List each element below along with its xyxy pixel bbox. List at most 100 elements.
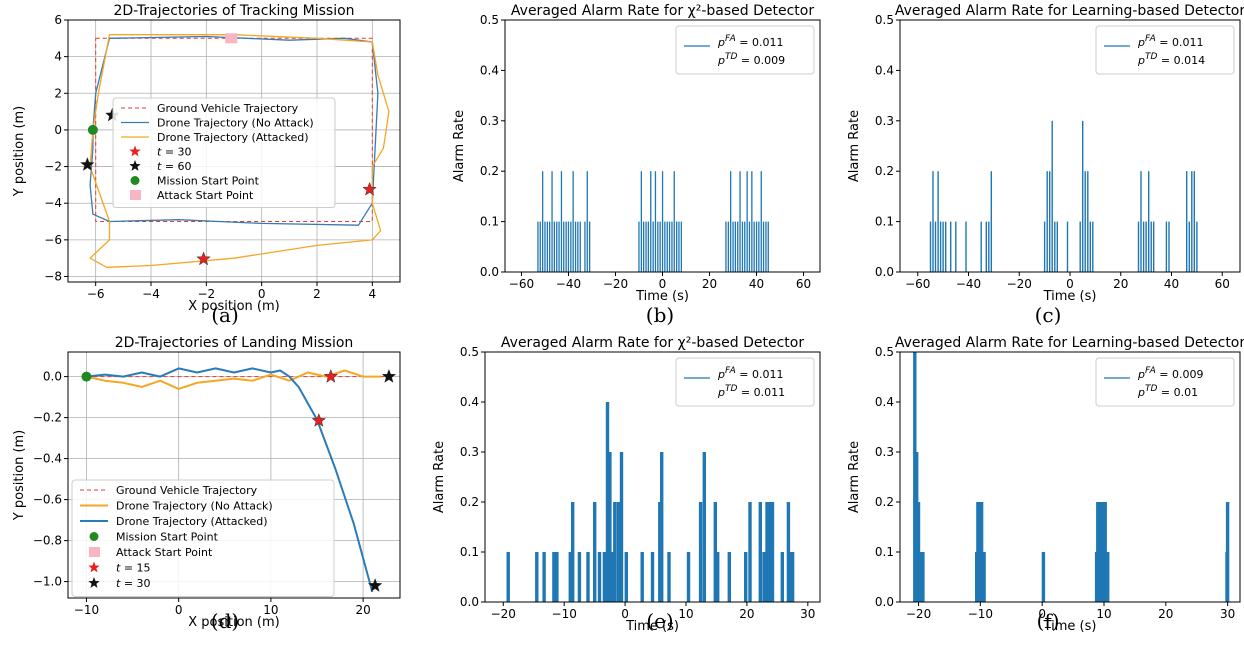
- x-tick-label: 20: [739, 607, 754, 621]
- y-tick-label: 0: [54, 123, 62, 137]
- panel-label: (c): [1035, 303, 1062, 327]
- y-tick-label: 2: [54, 86, 62, 100]
- alarm-bar: [619, 452, 624, 602]
- alarm-bar: [755, 221, 758, 272]
- x-tick-label: 0: [1066, 277, 1074, 291]
- alarm-bar: [762, 552, 766, 602]
- chart-panel-d: −10 0 10 20 0.0 −0.2 −0.4 −0.6 −0.8 −1.0 2D-Trajec…: [12, 335, 401, 633]
- alarm-bar: [1087, 171, 1089, 272]
- alarm-bar: [746, 171, 748, 272]
- y-tick-label: −0.6: [33, 493, 62, 507]
- chart-title: Averaged Alarm Rate for χ²-based Detecto…: [511, 3, 814, 19]
- alarm-bar: [980, 221, 982, 272]
- y-tick-label: −4: [44, 196, 62, 210]
- alarm-bar: [680, 221, 682, 272]
- x-tick-label: 0: [1038, 607, 1046, 621]
- legend-label: t = 30: [116, 577, 151, 590]
- x-tick-label: 10: [1096, 607, 1111, 621]
- series-line-2: [89, 34, 390, 268]
- alarm-bar: [734, 221, 736, 272]
- y-axis-label: Alarm Rate: [847, 110, 862, 182]
- alarm-bar: [563, 221, 565, 272]
- alarm-bar: [647, 221, 649, 272]
- alarm-bar: [1186, 171, 1188, 272]
- alarm-bar: [650, 171, 652, 272]
- alarm-bar: [950, 221, 952, 272]
- alarm-bar: [737, 221, 739, 272]
- alarm-bar: [965, 221, 967, 272]
- alarm-bar: [985, 221, 987, 272]
- alarm-bar: [565, 221, 567, 272]
- legend-entry: pTD = 0.01: [1137, 384, 1198, 399]
- alarm-bar: [506, 552, 510, 602]
- legend-square-swatch: [130, 190, 141, 200]
- y-tick-label: 0.3: [875, 114, 894, 128]
- alarm-bar: [913, 352, 917, 602]
- y-tick-label: 0.5: [875, 345, 894, 359]
- plot-area: [913, 352, 1230, 602]
- alarm-bar: [921, 552, 925, 602]
- alarm-bar: [650, 552, 655, 602]
- alarm-bar: [624, 552, 628, 602]
- y-tick-label: 0.3: [875, 445, 894, 459]
- alarm-bar: [1168, 221, 1170, 272]
- x-tick-label: 4: [369, 287, 377, 301]
- alarm-bar: [537, 221, 539, 272]
- alarm-bar: [602, 552, 607, 602]
- alarm-bar: [661, 171, 664, 272]
- alarm-bar: [988, 221, 990, 272]
- legend-entry: pFA = 0.011: [1137, 34, 1204, 49]
- x-axis-label: Time (s): [1043, 289, 1097, 304]
- legend-star-swatch: [88, 561, 100, 573]
- plot-area: [80, 33, 390, 268]
- y-tick-label: 0.4: [480, 63, 499, 77]
- y-tick-label: 0.5: [875, 13, 894, 27]
- legend-label: Ground Vehicle Trajectory: [116, 484, 258, 497]
- legend: pFA = 0.011 pTD = 0.014: [1095, 25, 1235, 75]
- chart-title: Averaged Alarm Rate for Learning-based D…: [895, 335, 1244, 351]
- alarm-bar: [1084, 171, 1086, 272]
- y-tick-label: 0.2: [480, 164, 499, 178]
- y-tick-label: 4: [54, 50, 62, 64]
- x-tick-label: 0: [175, 603, 183, 617]
- alarm-bar: [1082, 120, 1084, 272]
- alarm-bar: [586, 171, 588, 272]
- y-axis-label: Alarm Rate: [452, 110, 467, 182]
- alarm-bar: [666, 221, 668, 272]
- alarm-bar: [768, 502, 772, 602]
- marker-attack-start: [225, 33, 238, 44]
- legend-label: Attack Start Point: [116, 546, 213, 559]
- alarm-bar: [767, 221, 769, 272]
- marker-star-3: [367, 577, 383, 592]
- alarm-bar: [645, 221, 647, 272]
- alarm-bar: [748, 502, 752, 602]
- alarm-bar: [770, 502, 775, 602]
- alarm-bar: [589, 221, 591, 272]
- legend-entry: pFA = 0.009: [1137, 366, 1204, 381]
- x-tick-label: −60: [509, 277, 534, 291]
- alarm-bar: [744, 552, 748, 602]
- x-tick-label: 0: [258, 287, 266, 301]
- x-tick-label: 20: [702, 277, 717, 291]
- alarm-bar: [673, 171, 675, 272]
- alarm-bar: [686, 552, 691, 602]
- alarm-bar: [544, 221, 546, 272]
- legend-star-swatch: [88, 577, 100, 588]
- series-line-2: [86, 367, 374, 593]
- y-tick-label: 0.4: [875, 63, 894, 77]
- alarm-bar: [702, 452, 706, 602]
- alarm-bar: [652, 221, 654, 272]
- alarm-bar: [608, 452, 612, 602]
- x-tick-label: −20: [491, 607, 516, 621]
- y-axis-label: Y position (m): [12, 106, 27, 198]
- alarm-bar: [1046, 171, 1048, 272]
- x-tick-label: −20: [603, 277, 628, 291]
- alarm-bar: [1041, 552, 1046, 602]
- alarm-bar: [577, 552, 582, 602]
- legend-label: t = 15: [116, 562, 151, 575]
- alarm-bar: [668, 221, 671, 272]
- panel-label: (d): [211, 609, 239, 633]
- x-tick-label: −40: [956, 277, 981, 291]
- alarm-bar: [671, 221, 673, 272]
- marker-star-1: [80, 156, 95, 171]
